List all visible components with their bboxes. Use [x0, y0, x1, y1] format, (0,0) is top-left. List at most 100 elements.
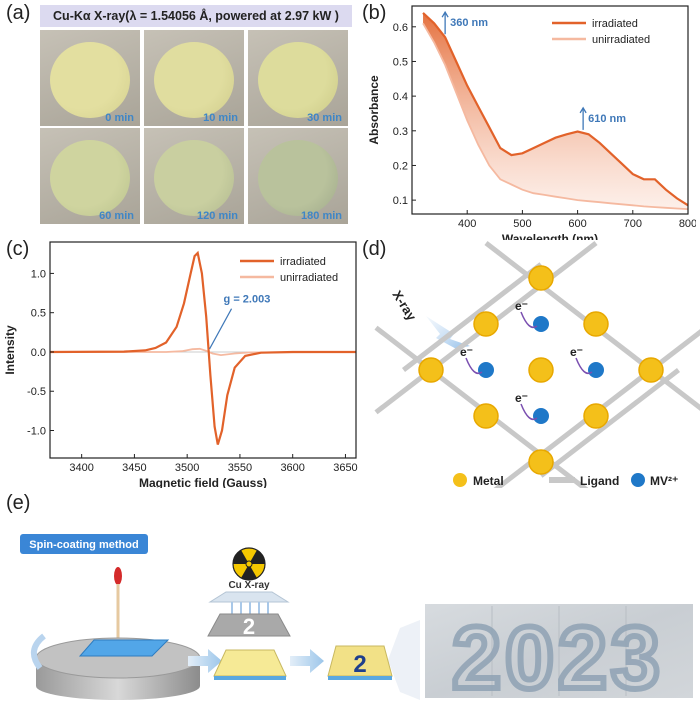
scheme-legend: Metal Ligand MV²⁺	[453, 473, 678, 488]
plot-frame	[49, 241, 357, 459]
y-tick-label: -0.5	[27, 386, 46, 398]
x-tick-label: 400	[458, 218, 476, 230]
sample-photo: 0 min	[40, 30, 140, 126]
epr-chart: 3400 3450 3500 3550 3600 3650 -1.0 -0.5 0.0 0.5 1.…	[3, 241, 358, 488]
metal-node	[583, 311, 609, 337]
panel-label-e: (e)	[6, 492, 31, 514]
mask-plate	[207, 613, 291, 637]
sample-photo: 30 min	[248, 30, 348, 126]
metal-legend-label: Metal	[473, 474, 504, 488]
y-tick-label: 1.0	[31, 268, 46, 280]
panel-label-b: (b)	[362, 2, 387, 24]
annotation-label: 360 nm	[450, 17, 488, 29]
mask-digit: 2	[243, 614, 255, 639]
metal-node	[473, 311, 499, 337]
process-arrow-3	[388, 620, 420, 700]
electron-transfer-arrow	[520, 311, 538, 329]
sample-disk	[258, 42, 338, 118]
radiation-icon	[232, 547, 266, 581]
process-arrow-2	[290, 649, 324, 673]
xray-label: X-ray	[389, 288, 419, 324]
metal-legend-icon	[453, 473, 467, 487]
patterned-film-substrate	[328, 676, 392, 680]
sample-photo: 10 min	[144, 30, 244, 126]
electron-label: e⁻	[515, 391, 528, 405]
spin-coating-scheme: Spin-coating method Cu X-ray 2 2	[20, 534, 693, 706]
metal-node	[473, 403, 499, 429]
metal-node	[583, 403, 609, 429]
sample-time-label: 30 min	[307, 112, 342, 124]
xray-rays	[231, 602, 269, 614]
annotation-arrowhead	[579, 106, 587, 114]
x-axis-title: Magnetic field (Gauss)	[139, 476, 267, 488]
panel-label-c: (c)	[6, 238, 30, 260]
irradiated-curve	[422, 12, 689, 207]
metal-node	[638, 357, 664, 383]
sample-time-label: 120 min	[197, 210, 238, 222]
y-tick-label: 0.4	[393, 91, 408, 103]
metal-node	[528, 357, 554, 383]
panel-label-d: (d)	[362, 238, 387, 260]
sample-disk	[154, 42, 234, 118]
g-factor-arrow	[209, 308, 233, 350]
electron-label: e⁻	[570, 345, 583, 359]
electron-transfer-arrow	[465, 357, 483, 375]
g-factor-label: g = 2.003	[224, 294, 271, 306]
y-tick-label: 0.5	[393, 56, 408, 68]
sample-time-label: 180 min	[301, 210, 342, 222]
ligand-bond	[401, 262, 543, 372]
electron-label: e⁻	[515, 299, 528, 313]
plot-frame	[411, 5, 689, 215]
x-tick-label: 3650	[333, 462, 357, 474]
metal-node	[528, 265, 554, 291]
year-text: 2023	[452, 608, 664, 706]
sample-disk	[50, 140, 130, 216]
sample-time-label: 0 min	[105, 112, 134, 124]
mv-legend-label: MV²⁺	[650, 474, 678, 488]
absorbance-chart: 400 500 600 700 800 0.1 0.2 0.3 0.4 0.5 0.6 Wavelen…	[367, 5, 696, 240]
sample-photo: 120 min	[144, 128, 244, 224]
electron-transfer-arrow	[575, 357, 593, 375]
film-substrate	[214, 676, 286, 680]
x-tick-label: 3450	[122, 462, 146, 474]
x-tick-label: 3600	[280, 462, 304, 474]
y-tick-label: -1.0	[27, 426, 46, 438]
annotation-label: 610 nm	[588, 113, 626, 125]
legend-label: unirradiated	[280, 272, 338, 284]
y-axis-title: Absorbance	[367, 75, 381, 145]
coated-film	[213, 649, 287, 677]
x-tick-label: 3550	[228, 462, 252, 474]
x-tick-label: 3500	[175, 462, 199, 474]
mv-ion	[478, 362, 494, 378]
y-tick-label: 0.3	[393, 126, 408, 138]
x-tick-label: 800	[679, 218, 696, 230]
method-badge	[20, 534, 148, 554]
mv-ion	[533, 408, 549, 424]
legend-label: irradiated	[592, 18, 638, 30]
xray-conditions-header: Cu-Kα X-ray(λ = 1.54056 Å, powered at 2.…	[40, 5, 352, 27]
electron-label: e⁻	[460, 345, 473, 359]
x-tick-label: 700	[624, 218, 642, 230]
metal-node	[528, 449, 554, 475]
panel-label-a: (a)	[6, 2, 31, 24]
legend-label: irradiated	[280, 256, 326, 268]
legend-label: unirradiated	[592, 34, 650, 46]
y-tick-label: 0.5	[31, 308, 46, 320]
x-tick-label: 600	[568, 218, 586, 230]
metal-node	[418, 357, 444, 383]
y-tick-label: 0.2	[393, 160, 408, 172]
sample-photo: 180 min	[248, 128, 348, 224]
sample-disk	[258, 140, 338, 216]
spin-coater	[31, 633, 201, 700]
annotation-arrowhead	[441, 10, 449, 18]
absorbance-difference-fill	[423, 12, 688, 210]
sample-photo: 60 min	[40, 128, 140, 224]
y-tick-label: 0.0	[31, 347, 46, 359]
sample-time-label: 60 min	[99, 210, 134, 222]
y-tick-label: 0.1	[393, 195, 408, 207]
ligand-legend-label: Ligand	[580, 474, 619, 488]
ligand-legend-icon	[549, 477, 575, 483]
sample-disk	[50, 42, 130, 118]
mv-ion	[533, 316, 549, 332]
sample-time-label: 10 min	[203, 112, 238, 124]
